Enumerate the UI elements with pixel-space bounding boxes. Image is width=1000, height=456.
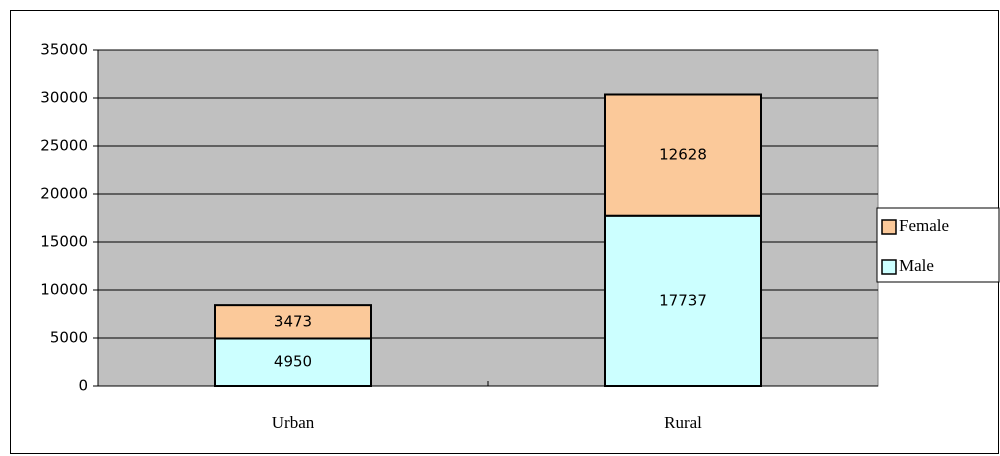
y-tick-label: 35000 [40, 41, 88, 59]
y-tick-label: 10000 [40, 281, 88, 299]
y-tick-label: 15000 [40, 233, 88, 251]
bar-segment [214, 304, 372, 340]
y-tick-label: 0 [78, 377, 88, 395]
y-tick-label: 20000 [40, 185, 88, 203]
bar-segment [214, 337, 372, 388]
x-tick-label: Rural [664, 413, 702, 432]
legend-label: Male [899, 256, 934, 275]
legend-label: Female [899, 216, 949, 235]
data-label: 12628 [659, 146, 707, 164]
bar-segment [604, 93, 762, 217]
x-tick-label: Urban [272, 413, 315, 432]
y-tick-label: 30000 [40, 89, 88, 107]
legend-swatch [881, 259, 897, 275]
legend-box [876, 207, 1000, 283]
data-label: 4950 [274, 353, 312, 371]
data-label: 17737 [659, 291, 707, 309]
y-tick-label: 5000 [50, 329, 88, 347]
data-label: 3473 [274, 312, 312, 330]
bar-segment [604, 214, 762, 387]
legend-swatch [881, 219, 897, 235]
y-tick-label: 25000 [40, 137, 88, 155]
